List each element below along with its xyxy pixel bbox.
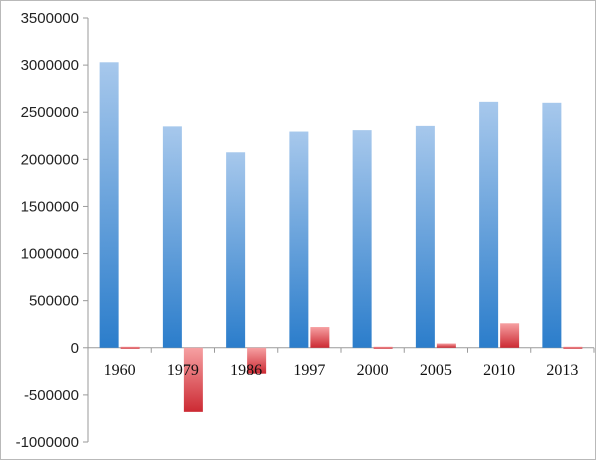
x-category-label: 1986 bbox=[230, 362, 262, 379]
x-category-label: 2000 bbox=[357, 362, 389, 379]
red-bar-1986 bbox=[247, 347, 267, 374]
blue-bar-2013 bbox=[542, 102, 562, 348]
y-tick-label: 1000000 bbox=[21, 246, 79, 263]
blue-bar-1979 bbox=[162, 126, 182, 348]
x-category-label: 1997 bbox=[293, 362, 325, 379]
y-tick-label: 2500000 bbox=[21, 104, 79, 121]
x-axis bbox=[87, 347, 595, 353]
blue-bar-1997 bbox=[289, 131, 309, 348]
y-axis: 3500000 3000000 2500000 2000000 1500000 10000… bbox=[16, 10, 89, 451]
red-bar-2000 bbox=[373, 346, 393, 349]
x-category-label: 1960 bbox=[104, 362, 136, 379]
y-tick-label: 3000000 bbox=[21, 57, 79, 74]
x-category-label: 2010 bbox=[483, 362, 515, 379]
red-bar-1997 bbox=[310, 327, 330, 348]
red-bar-2013 bbox=[563, 346, 583, 349]
y-tick-label: 3500000 bbox=[21, 10, 79, 27]
blue-bar-1986 bbox=[226, 152, 246, 348]
x-category-label: 2013 bbox=[546, 362, 578, 379]
blue-bar-1960 bbox=[99, 62, 119, 348]
y-tick-label: 1500000 bbox=[21, 198, 79, 215]
blue-bar-2010 bbox=[479, 101, 499, 348]
category-labels: 1960 1979 1986 1997 2000 2005 2010 2013 bbox=[104, 362, 579, 379]
x-category-label: 2005 bbox=[420, 362, 452, 379]
y-tick-label: 500000 bbox=[29, 293, 79, 310]
y-tick-label: -500000 bbox=[24, 387, 79, 404]
blue-bar-2005 bbox=[415, 125, 435, 348]
y-tick-label: 2000000 bbox=[21, 151, 79, 168]
red-bar-2005 bbox=[436, 343, 456, 348]
red-bar-2010 bbox=[500, 323, 520, 348]
red-bar-1960 bbox=[120, 346, 140, 349]
y-tick-label: -1000000 bbox=[16, 434, 79, 451]
blue-bar-2000 bbox=[352, 130, 372, 348]
x-category-label: 1979 bbox=[167, 362, 199, 379]
y-tick-label: 0 bbox=[71, 340, 79, 357]
red-bar-1979 bbox=[183, 347, 203, 412]
bars bbox=[99, 62, 583, 412]
